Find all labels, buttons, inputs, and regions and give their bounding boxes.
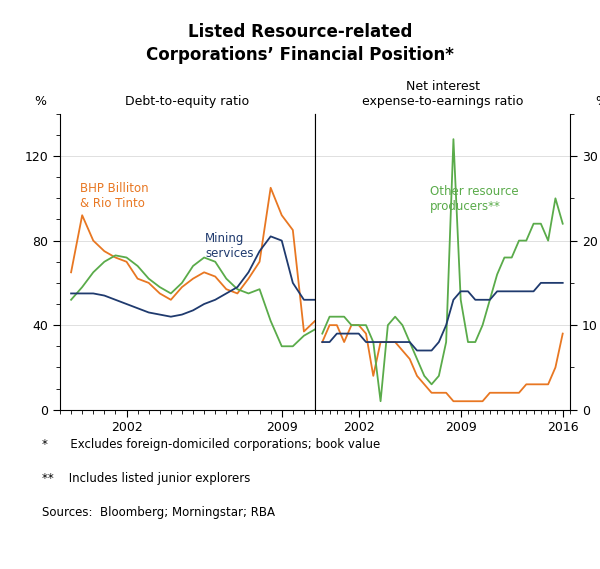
Text: *      Excludes foreign-domiciled corporations; book value: * Excludes foreign-domiciled corporation… [42, 438, 380, 451]
Text: Debt-to-equity ratio: Debt-to-equity ratio [125, 95, 250, 108]
Text: Other resource
producers**: Other resource producers** [430, 185, 518, 213]
Text: Mining
services: Mining services [205, 232, 254, 260]
Text: %: % [595, 95, 600, 108]
Text: %: % [35, 95, 47, 108]
Text: **    Includes listed junior explorers: ** Includes listed junior explorers [42, 472, 250, 485]
Text: BHP Billiton
& Rio Tinto: BHP Billiton & Rio Tinto [80, 182, 149, 210]
Text: Listed Resource-related
Corporations’ Financial Position*: Listed Resource-related Corporations’ Fi… [146, 23, 454, 64]
Text: Sources:  Bloomberg; Morningstar; RBA: Sources: Bloomberg; Morningstar; RBA [42, 506, 275, 519]
Text: Net interest
expense-to-earnings ratio: Net interest expense-to-earnings ratio [362, 80, 523, 108]
